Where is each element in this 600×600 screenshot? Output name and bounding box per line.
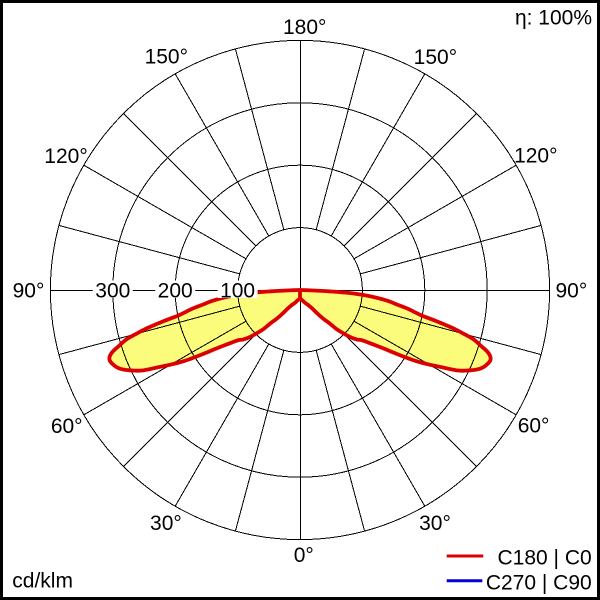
svg-text:60°: 60° bbox=[51, 415, 83, 438]
svg-text:200: 200 bbox=[158, 279, 193, 302]
svg-text:cd/klm: cd/klm bbox=[12, 570, 73, 593]
svg-text:300: 300 bbox=[95, 279, 130, 302]
svg-text:60°: 60° bbox=[518, 415, 550, 438]
svg-text:120°: 120° bbox=[514, 145, 557, 168]
svg-text:η: 100%: η: 100% bbox=[515, 7, 592, 30]
svg-text:C180 | C0: C180 | C0 bbox=[498, 547, 592, 570]
svg-text:100: 100 bbox=[220, 279, 255, 302]
svg-text:150°: 150° bbox=[145, 46, 188, 69]
svg-text:0°: 0° bbox=[294, 544, 314, 567]
svg-text:180°: 180° bbox=[283, 16, 326, 39]
svg-text:90°: 90° bbox=[556, 279, 588, 302]
svg-text:120°: 120° bbox=[44, 145, 87, 168]
svg-text:C270 | C90: C270 | C90 bbox=[486, 572, 592, 595]
svg-text:30°: 30° bbox=[150, 512, 182, 535]
svg-text:150°: 150° bbox=[414, 46, 457, 69]
svg-text:90°: 90° bbox=[13, 279, 45, 302]
svg-text:30°: 30° bbox=[419, 512, 451, 535]
